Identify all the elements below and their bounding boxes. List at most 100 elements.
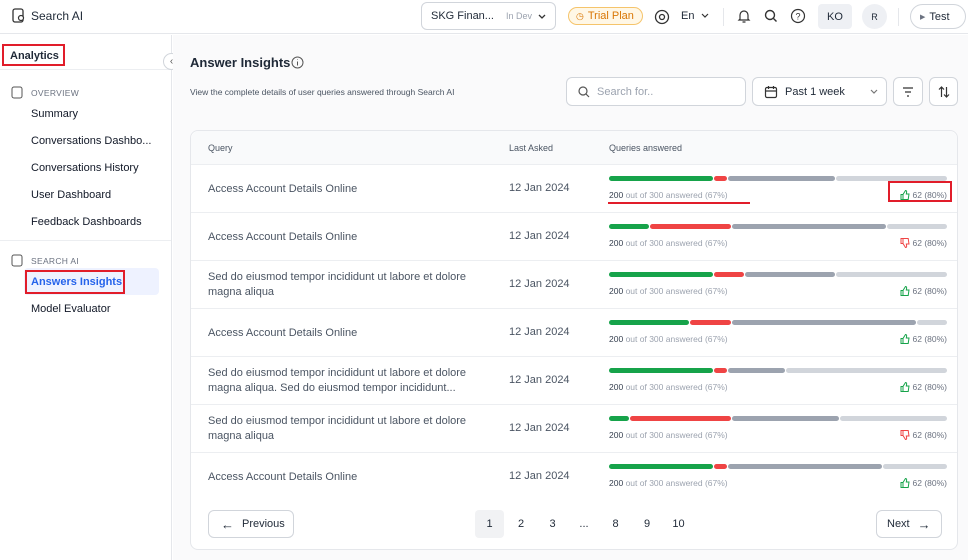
answered-count: 200: [609, 238, 624, 248]
chevron: [538, 14, 546, 19]
query: Access Account Details Online: [208, 327, 358, 339]
menu-item[interactable]: Answers Insights: [31, 276, 123, 288]
thumb-icon: [900, 238, 910, 248]
answered: 200 out of 300 answered (67%): [609, 334, 728, 344]
filter-button[interactable]: [893, 77, 923, 106]
table-row: Sed do eiusmod tempor incididunt ut labo…: [191, 356, 957, 404]
sort-button[interactable]: [929, 77, 958, 106]
answered-count: 200: [609, 190, 624, 200]
page-number[interactable]: 3: [549, 518, 556, 530]
menu-item[interactable]: Feedback Dashboards: [31, 216, 142, 228]
search-input[interactable]: Search for..: [566, 77, 746, 106]
sidebar-title: Analytics: [10, 50, 59, 62]
sidebar: Analytics OVERVIEW Summary Conversations D…: [0, 35, 172, 560]
user-badge[interactable]: KO: [818, 4, 852, 29]
divider: [723, 8, 724, 26]
underline: [608, 202, 750, 204]
answered-detail: out of 300 answered (67%): [625, 382, 728, 392]
sort-icon: [938, 85, 949, 98]
answer-bar: [609, 464, 947, 469]
language[interactable]: En: [681, 10, 695, 22]
settings-icon[interactable]: [654, 9, 670, 25]
page-number[interactable]: ...: [579, 518, 589, 530]
bar-segment: [731, 320, 916, 325]
svg-text:?: ?: [795, 12, 800, 22]
table-card: Query Last Asked Queries answered Access…: [190, 130, 958, 550]
query: Sed do eiusmod tempor incididunt ut labo…: [208, 271, 467, 298]
bar-segment: [836, 176, 947, 181]
bar-segment: [916, 320, 948, 325]
bar-segment: [731, 416, 839, 421]
page-number[interactable]: 8: [612, 518, 619, 530]
menu-item[interactable]: Summary: [31, 108, 79, 120]
help-icon[interactable]: ?: [790, 8, 806, 24]
period-select[interactable]: Past 1 week: [752, 77, 887, 106]
thumb-icon: [900, 382, 910, 392]
test-button[interactable]: ▶ Test: [910, 4, 966, 29]
trial-plan[interactable]: ◷ Trial Plan: [568, 7, 643, 25]
app-name: Search AI: [31, 9, 84, 23]
page-number[interactable]: 1: [475, 510, 504, 538]
answered-detail: out of 300 answered (67%): [625, 334, 728, 344]
avatar[interactable]: R: [862, 4, 887, 29]
bar-segment: [609, 464, 713, 469]
next-button[interactable]: Next →: [876, 510, 942, 538]
chevron: [870, 89, 878, 94]
bar-segment: [745, 272, 836, 277]
answer-bar: [609, 176, 947, 181]
answered: 200 out of 300 answered (67%): [609, 430, 728, 440]
menu-item[interactable]: User Dashboard: [31, 189, 112, 201]
section-icon: [11, 86, 23, 99]
bar-segment: [731, 224, 886, 229]
answered: 200 out of 300 answered (67%): [609, 190, 728, 200]
rating: 62 (80%): [900, 478, 948, 488]
bar-segment: [728, 368, 786, 373]
answered-count: 200: [609, 430, 624, 440]
info-icon[interactable]: [291, 56, 304, 69]
query: Sed do eiusmod tempor incididunt ut labo…: [208, 367, 467, 394]
menu-item[interactable]: Model Evaluator: [31, 303, 111, 315]
rating-value: 62 (80%): [912, 478, 948, 488]
test: Test: [929, 10, 950, 23]
bar-segment: [609, 320, 690, 325]
rating: 62 (80%): [900, 334, 947, 344]
answered: 200 out of 300 answered (67%): [609, 238, 728, 248]
page-number[interactable]: 9: [643, 518, 651, 530]
column-header: Queries answered: [609, 143, 683, 153]
bell-icon[interactable]: [736, 8, 752, 24]
page-number[interactable]: 10: [672, 518, 685, 530]
previous-button[interactable]: ← Previous: [208, 510, 294, 538]
answer-bar: [609, 224, 947, 229]
column-header: Query: [208, 143, 233, 153]
bar-segment: [886, 224, 947, 229]
last-asked: 12 Jan 2024: [509, 230, 570, 242]
menu-item[interactable]: Conversations History: [31, 162, 139, 174]
plan: Trial Plan: [587, 10, 634, 22]
bar-segment: [728, 176, 836, 181]
thumb-icon: [900, 478, 910, 488]
bar-segment: [713, 176, 728, 181]
filter-icon: [903, 86, 913, 97]
answered-detail: out of 300 answered (67%): [625, 286, 728, 296]
rating: 62 (80%): [900, 382, 947, 392]
query: Access Account Details Online: [208, 231, 358, 243]
page-number[interactable]: 2: [517, 518, 525, 530]
rating-value: 62 (80%): [912, 286, 948, 296]
bar-segment: [609, 176, 713, 181]
workspace-select[interactable]: SKG Finan... In Dev: [421, 2, 556, 30]
answer-bar: [609, 272, 947, 277]
rating: 62 (80%): [900, 238, 948, 248]
thumb-icon: [900, 334, 910, 344]
next: Next: [887, 518, 910, 530]
answer-bar: [609, 416, 947, 421]
answer-bar: [609, 368, 947, 373]
chevron: [701, 13, 709, 18]
divider: [0, 69, 171, 70]
rating-value: 62 (80%): [912, 238, 948, 248]
highlight: [888, 181, 952, 202]
answered: 200 out of 300 answered (67%): [609, 286, 728, 296]
search-icon[interactable]: [763, 8, 779, 24]
bar-segment: [713, 272, 744, 277]
menu-item[interactable]: Conversations Dashbo...: [31, 135, 152, 147]
